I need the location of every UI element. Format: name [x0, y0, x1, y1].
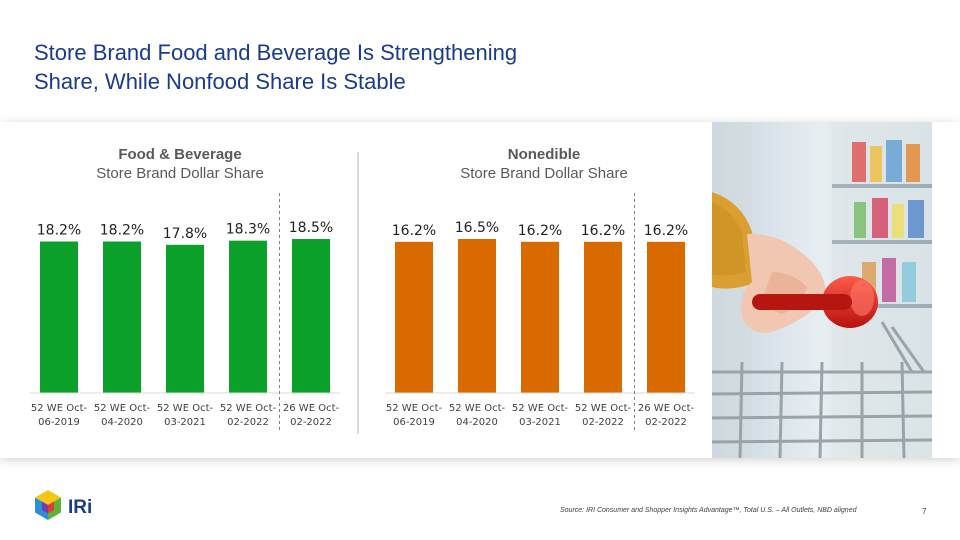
page-number: 7: [922, 507, 927, 516]
nonedible-category-label-1-line-2: 06-2019: [393, 417, 435, 428]
nonedible-bar-chart: 16.2% 52 WE Oct- 06-2019 16.5% 52 WE Oct- 04-…: [385, 193, 695, 433]
food-beverage-data-label-3: 17.8%: [163, 226, 207, 242]
food-beverage-category-label-4-line-1: 52 WE Oct-: [220, 403, 277, 414]
nonedible-category-label-1-line-1: 52 WE Oct-: [386, 403, 443, 414]
food-beverage-bar-3: [166, 244, 204, 393]
food-beverage-bar-4: [229, 240, 267, 393]
nonedible-data-label-5: 16.2%: [644, 223, 688, 239]
food-beverage-category-label-2-line-1: 52 WE Oct-: [94, 403, 151, 414]
slide-title-line-2: Share, While Nonfood Share Is Stable: [34, 69, 406, 94]
food-chart-subtitle: Store Brand Dollar Share: [96, 165, 264, 182]
nonedible-category-label-4-line-2: 02-2022: [582, 417, 624, 428]
nonedible-category-label-3-line-2: 03-2021: [519, 417, 561, 428]
nonedible-category-label-2-line-1: 52 WE Oct-: [449, 403, 506, 414]
nonedible-data-label-4: 16.2%: [581, 223, 625, 239]
nonedible-bar-3: [521, 241, 559, 393]
nonedible-data-label-3: 16.2%: [518, 223, 562, 239]
food-beverage-category-label-3-line-1: 52 WE Oct-: [157, 403, 214, 414]
food-beverage-data-label-2: 18.2%: [100, 222, 144, 238]
iri-logo-icon: IRi: [35, 490, 92, 520]
nonedible-chart-header: Nonedible Store Brand Dollar Share: [394, 145, 694, 183]
food-chart-header: Food & Beverage Store Brand Dollar Share: [30, 145, 330, 183]
nonedible-category-label-3-line-1: 52 WE Oct-: [512, 403, 569, 414]
food-beverage-data-label-1: 18.2%: [37, 222, 81, 238]
food-beverage-data-label-4: 18.3%: [226, 222, 270, 238]
food-beverage-category-label-4-line-2: 02-2022: [227, 417, 269, 428]
nonedible-bar-1: [395, 241, 433, 393]
source-note: Source: IRI Consumer and Shopper Insight…: [560, 507, 857, 514]
shopping-cart-photo: [712, 122, 932, 458]
panel-divider: [357, 152, 359, 434]
nonedible-category-label-5-line-1: 26 WE Oct-: [638, 403, 695, 414]
iri-logo: IRi: [32, 488, 122, 524]
food-beverage-category-label-5-line-1: 26 WE Oct-: [283, 403, 340, 414]
nonedible-chart-title: Nonedible: [507, 146, 581, 163]
nonedible-category-label-2-line-2: 04-2020: [456, 417, 498, 428]
nonedible-data-label-1: 16.2%: [392, 223, 436, 239]
nonedible-bar-2: [458, 239, 496, 393]
shopping-cart-image: [712, 122, 932, 458]
iri-logo-text: IRi: [68, 497, 92, 518]
food-beverage-bar-chart: 18.2% 52 WE Oct- 06-2019 18.2% 52 WE Oct- 04-…: [30, 193, 340, 433]
nonedible-category-label-4-line-1: 52 WE Oct-: [575, 403, 632, 414]
nonedible-chart-subtitle: Store Brand Dollar Share: [460, 165, 628, 182]
nonedible-bar-4: [584, 241, 622, 393]
slide-title-line-1: Store Brand Food and Beverage Is Strengt…: [34, 40, 518, 65]
food-beverage-bar-2: [103, 241, 141, 393]
nonedible-category-label-5-line-2: 02-2022: [645, 417, 687, 428]
nonedible-data-label-2: 16.5%: [455, 220, 499, 236]
food-chart-title: Food & Beverage: [118, 146, 242, 163]
food-beverage-category-label-5-line-2: 02-2022: [290, 417, 332, 428]
food-beverage-bar-5: [292, 239, 330, 393]
food-beverage-data-label-5: 18.5%: [289, 220, 333, 236]
food-beverage-category-label-2-line-2: 04-2020: [101, 417, 143, 428]
slide-title: Store Brand Food and Beverage Is Strengt…: [34, 38, 654, 96]
food-beverage-category-label-3-line-2: 03-2021: [164, 417, 206, 428]
nonedible-bar-5: [647, 241, 685, 393]
food-beverage-category-label-1-line-2: 06-2019: [38, 417, 80, 428]
food-beverage-category-label-1-line-1: 52 WE Oct-: [31, 403, 88, 414]
food-beverage-bar-1: [40, 241, 78, 393]
